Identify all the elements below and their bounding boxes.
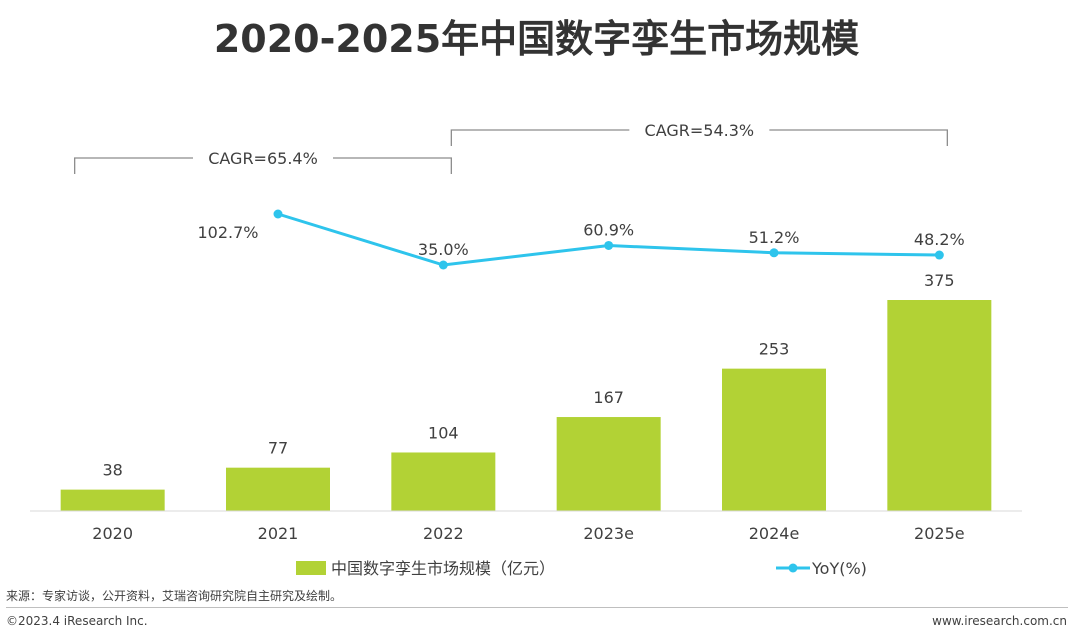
cagr-label-2: CAGR=54.3% — [645, 121, 755, 140]
yoy-line-series — [273, 209, 944, 270]
copyright-text: ©2023.4 iResearch Inc. — [6, 614, 148, 628]
legend-swatch-bar — [296, 561, 326, 575]
bar-label-2022: 104 — [428, 423, 459, 442]
x-tick-2022: 2022 — [423, 524, 464, 543]
x-tick-2024e: 2024e — [749, 524, 800, 543]
bar-2025e — [887, 300, 992, 511]
bar-label-2021: 77 — [268, 439, 288, 458]
x-tick-2020: 2020 — [92, 524, 133, 543]
bar-series — [60, 300, 992, 511]
cagr-bracket-2 — [450, 129, 948, 146]
yoy-label-2021: 102.7% — [197, 223, 258, 242]
yoy-label-2023e: 60.9% — [583, 220, 634, 239]
bar-label-2024e: 253 — [759, 340, 790, 359]
bar-2022 — [391, 452, 496, 511]
bar-value-labels: 38 77 104 167 253 375 — [102, 271, 954, 480]
bar-label-2023e: 167 — [593, 388, 624, 407]
yoy-label-2024e: 51.2% — [749, 228, 800, 247]
source-note: 来源：专家访谈，公开资料，艾瑞咨询研究院自主研究及绘制。 — [6, 589, 343, 603]
legend-label-bar: 中国数字孪生市场规模（亿元） — [331, 559, 555, 578]
x-tick-2025e: 2025e — [914, 524, 965, 543]
yoy-value-labels: 102.7% 35.0% 60.9% 51.2% 48.2% — [197, 220, 964, 259]
yoy-point-2023e — [604, 240, 614, 250]
website-link[interactable]: www.iresearch.com.cn — [932, 614, 1067, 628]
bar-2024e — [722, 368, 826, 511]
x-axis-ticks: 2020 2021 2022 2023e 2024e 2025e — [92, 524, 964, 543]
cagr-annotations: CAGR=65.4% CAGR=54.3% — [74, 121, 948, 174]
cagr-label-1: CAGR=65.4% — [208, 149, 318, 168]
bar-2021 — [226, 467, 330, 511]
yoy-point-2021 — [273, 209, 283, 219]
x-tick-2023e: 2023e — [583, 524, 634, 543]
footer-divider — [6, 607, 1068, 608]
yoy-point-2024e — [769, 248, 779, 258]
legend-label-line: YoY(%) — [811, 559, 867, 578]
bar-label-2025e: 375 — [924, 271, 955, 290]
yoy-label-2025e: 48.2% — [914, 230, 965, 249]
cagr-bracket-1 — [74, 157, 452, 174]
bar-2020 — [60, 489, 165, 511]
bar-2023e — [556, 417, 661, 511]
x-tick-2021: 2021 — [258, 524, 299, 543]
yoy-point-2025e — [934, 250, 944, 260]
chart-title: 2020-2025年中国数字孪生市场规模 — [213, 17, 860, 61]
yoy-label-2022: 35.0% — [418, 240, 469, 259]
yoy-point-2022 — [438, 260, 448, 270]
bar-label-2020: 38 — [102, 461, 122, 480]
legend: 中国数字孪生市场规模（亿元） YoY(%) — [296, 559, 867, 578]
legend-swatch-marker — [788, 563, 798, 573]
